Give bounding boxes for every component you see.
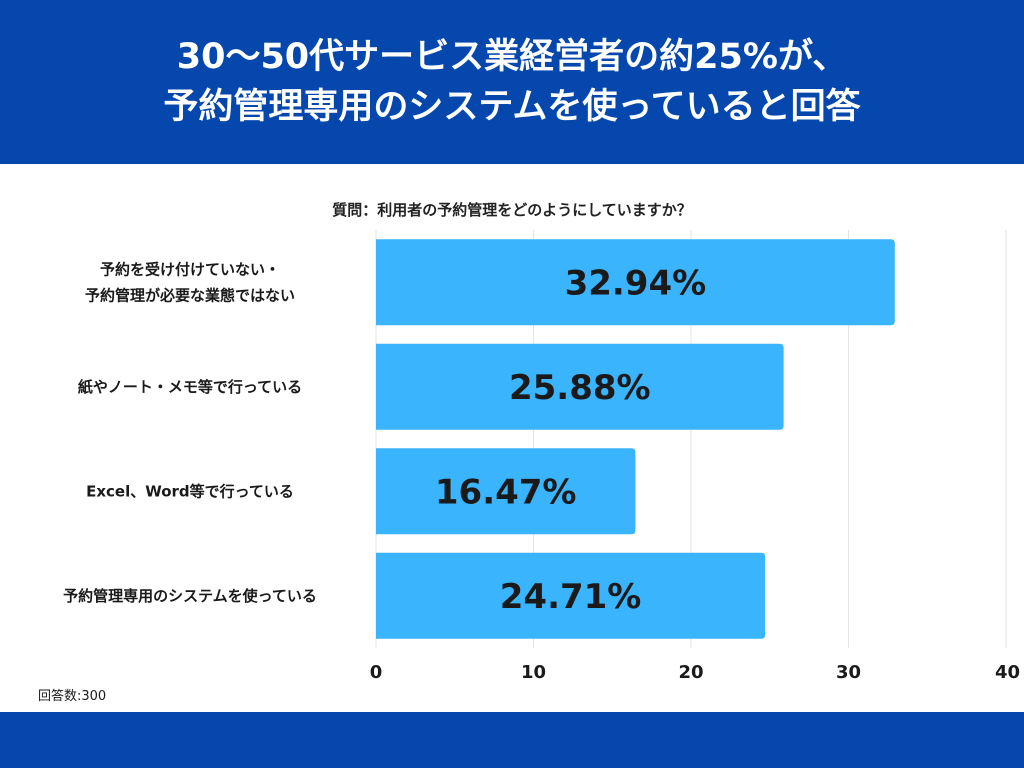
bar-1: [376, 343, 784, 430]
x-tick-label-40: 40: [995, 662, 1020, 683]
category-label-line: 予約管理専用のシステムを使っている: [63, 587, 317, 605]
title-line-2: 予約管理専用のシステムを使っていると回答: [163, 87, 861, 127]
category-label-line: 紙やノート・メモ等で行っている: [78, 378, 302, 396]
footer-bar: [0, 712, 1024, 768]
header-banner: 30〜50代サービス業経営者の約25%が、 予約管理専用のシステムを使っていると…: [0, 0, 1024, 164]
x-tick-label-10: 10: [521, 662, 546, 683]
category-label-2: Excel、Word等で行っている: [86, 482, 294, 500]
response-count: 回答数:300: [38, 689, 107, 704]
bar-value-label-2: 16.47%: [435, 472, 577, 512]
bar-chart: 32.94%25.88%16.47%24.71%予約を受け付けていない・予約管理…: [63, 230, 1020, 683]
category-label-line: 予約管理が必要な業態ではない: [85, 286, 295, 304]
survey-question: 質問：利用者の予約管理をどのようにしていますか？: [332, 201, 692, 219]
bar-3: [376, 552, 766, 639]
x-tick-label-20: 20: [678, 662, 703, 683]
category-label-0: 予約を受け付けていない・予約管理が必要な業態ではない: [85, 260, 295, 304]
category-label-3: 予約管理専用のシステムを使っている: [63, 587, 317, 605]
category-label-1: 紙やノート・メモ等で行っている: [78, 378, 302, 396]
bar-value-label-1: 25.88%: [509, 368, 651, 408]
category-label-line: 予約を受け付けていない・: [100, 260, 280, 278]
bar-value-label-0: 32.94%: [565, 263, 707, 303]
x-tick-label-0: 0: [370, 662, 383, 683]
title-line-1: 30〜50代サービス業経営者の約25%が、: [176, 37, 848, 77]
bar-0: [376, 239, 895, 326]
bar-2: [376, 448, 636, 535]
x-tick-label-30: 30: [836, 662, 861, 683]
bar-value-label-3: 24.71%: [500, 577, 642, 617]
category-label-line: Excel、Word等で行っている: [86, 482, 294, 500]
